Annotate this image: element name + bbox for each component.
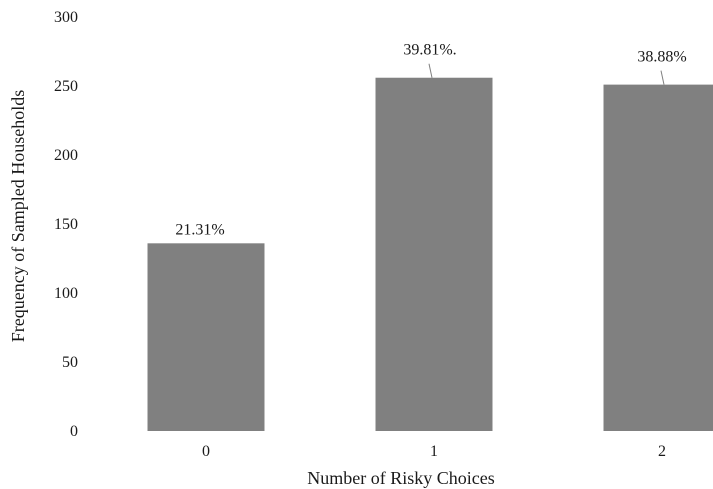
y-tick-label: 250 [54,78,78,95]
data-label-2: 38.88% [637,49,686,66]
y-tick-label: 200 [54,147,78,164]
x-tick-label: 2 [658,443,666,460]
y-axis-title: Frequency of Sampled Households [8,90,28,342]
bars [147,77,713,432]
data-label-0: 21.31% [175,221,224,238]
data-labels: 21.31% 39.81%. 38.88% [175,42,686,239]
y-tick-label: 300 [54,9,78,26]
y-tick-label: 50 [62,354,78,371]
data-label-1: 39.81%. [403,42,456,59]
data-label-leader [428,63,433,78]
y-tick-label: 0 [70,423,78,440]
y-tick-label: 100 [54,285,78,302]
x-axis-title: Number of Risky Choices [307,468,494,488]
x-tick-label: 1 [430,443,438,460]
x-tick-label: 0 [202,443,210,460]
y-tick-label: 150 [54,216,78,233]
bar-0 [147,243,265,431]
y-axis-ticks: 0 50 100 150 200 250 300 [54,9,78,440]
bar-1 [375,77,493,431]
x-axis-ticks: 0 1 2 [202,443,666,460]
data-label-leader [660,70,665,85]
bar-2 [603,84,713,432]
